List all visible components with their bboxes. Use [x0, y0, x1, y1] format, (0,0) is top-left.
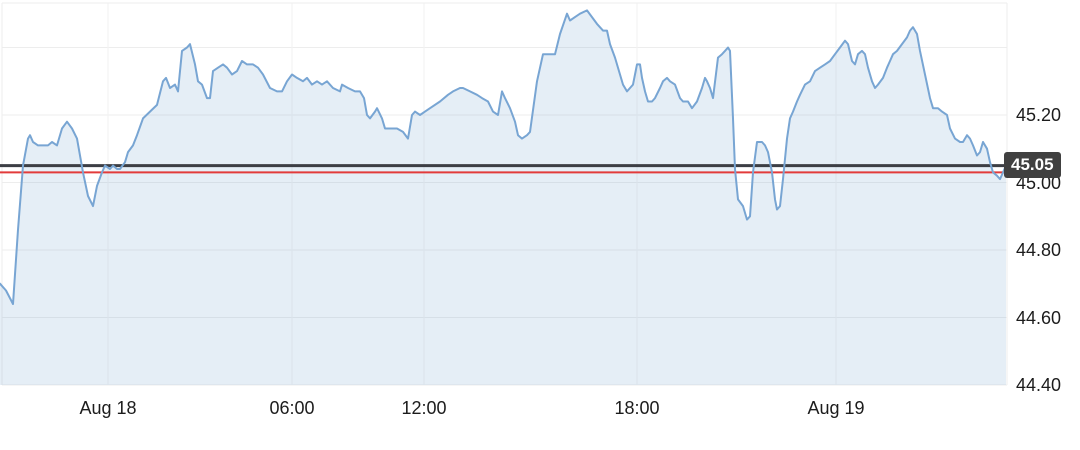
x-axis-label: Aug 18: [79, 398, 137, 418]
x-axis-label: 18:00: [614, 398, 660, 418]
x-axis-label: Aug 19: [807, 398, 865, 418]
current-price-badge: 45.05: [1004, 151, 1061, 178]
x-axis-label: 06:00: [269, 398, 315, 418]
price-line: [0, 9, 1007, 305]
y-axis-label: 45.20: [1016, 105, 1062, 125]
x-axis-label: 12:00: [401, 398, 447, 418]
y-axis-label: 44.60: [1016, 307, 1062, 328]
y-axis-label: 44.40: [1016, 375, 1062, 395]
price-area-fill: [0, 10, 1006, 386]
y-axis-label: 44.80: [1016, 240, 1062, 260]
